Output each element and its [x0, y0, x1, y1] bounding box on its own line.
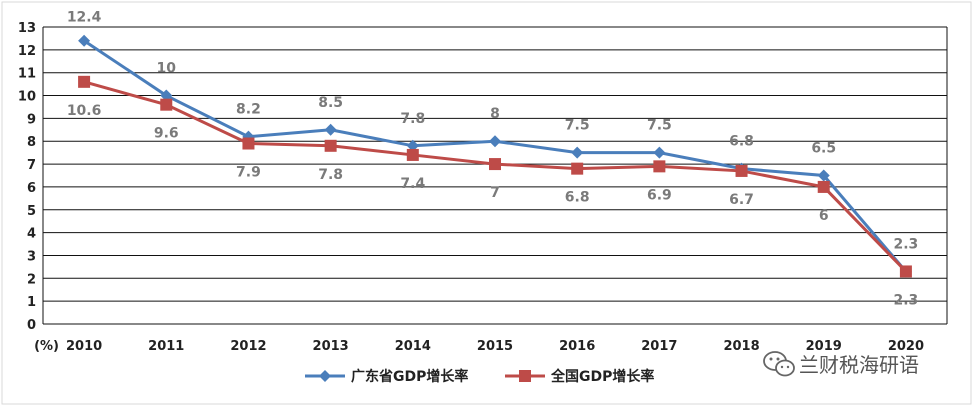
series-2-labels: 10.6 9.6 7.9 7.8 7.4 7 6.8 6.9 6.7 6 2.3 [67, 103, 918, 309]
data-label: 6.7 [729, 192, 754, 208]
data-point [653, 146, 666, 159]
y-tick-label: 13 [18, 21, 36, 36]
data-label: 6.8 [729, 134, 754, 150]
data-point [406, 148, 419, 161]
y-tick-label: 11 [18, 67, 36, 82]
x-tick-label: 2020 [888, 339, 924, 354]
x-tick-label: 2010 [66, 339, 102, 354]
data-label: 7.4 [400, 176, 425, 192]
x-tick-label: 2011 [148, 339, 184, 354]
data-point [653, 160, 666, 173]
data-label: 2.3 [894, 236, 919, 252]
x-tick-label: 2015 [477, 339, 513, 354]
y-tick-label: 1 [27, 295, 36, 310]
data-label: 8 [490, 106, 500, 122]
data-point [735, 164, 748, 177]
y-tick-label: 5 [27, 204, 36, 219]
y-tick-label: 12 [18, 44, 36, 59]
data-label: 7.8 [400, 111, 425, 127]
data-point [324, 123, 337, 136]
x-tick-labels: 2010 2011 2012 2013 2014 2015 2016 2017 2018 2019… [66, 339, 924, 354]
x-tick-label: 2013 [313, 339, 349, 354]
legend-item-2: 全国GDP增长率 [505, 368, 654, 385]
legend-marker [319, 370, 331, 382]
data-label: 6.9 [647, 187, 672, 203]
data-label: 6.5 [811, 141, 836, 157]
data-point [78, 34, 91, 47]
wechat-icon [763, 351, 795, 377]
data-label: 8.5 [318, 95, 343, 111]
data-point [489, 158, 501, 171]
data-point [160, 89, 173, 102]
data-label: 10.6 [67, 103, 102, 119]
data-point [160, 98, 173, 111]
data-label: 2.3 [894, 292, 919, 308]
legend-label: 广东省GDP增长率 [351, 368, 468, 385]
data-point [489, 135, 501, 148]
x-tick-label: 2014 [395, 339, 431, 354]
unit-label: (%) [34, 339, 59, 354]
y-tick-label: 9 [27, 112, 36, 127]
data-point [324, 139, 337, 152]
watermark: 兰财税海研语 [763, 351, 919, 377]
x-tick-label: 2019 [806, 339, 842, 354]
data-point [899, 265, 912, 278]
data-label: 10 [157, 61, 177, 77]
y-tick-label: 4 [27, 227, 36, 242]
x-tick-label: 2018 [723, 339, 759, 354]
y-tick-label: 7 [27, 158, 36, 173]
x-tick-label: 2016 [559, 339, 595, 354]
data-point [571, 146, 584, 159]
legend-item-1: 广东省GDP增长率 [305, 368, 468, 385]
data-label: 6 [819, 208, 829, 224]
y-tick-label: 0 [27, 318, 36, 333]
data-point [817, 180, 830, 193]
legend: 广东省GDP增长率 全国GDP增长率 [305, 368, 654, 385]
legend-label: 全国GDP增长率 [550, 368, 654, 385]
y-tick-label: 2 [27, 272, 36, 287]
data-label: 7 [490, 185, 500, 201]
series-2 [78, 75, 912, 278]
data-label: 9.6 [154, 126, 179, 142]
y-tick-label: 3 [27, 249, 36, 264]
series-group: 12.4 10 8.2 8.5 7.8 8 7.5 7.5 6.8 6.5 2.3 10.6 9.6 7.… [67, 10, 918, 309]
data-point [242, 137, 255, 150]
data-label: 12.4 [67, 10, 102, 26]
series-1-labels: 12.4 10 8.2 8.5 7.8 8 7.5 7.5 6.8 6.5 2.3 [67, 10, 918, 253]
data-label: 8.2 [236, 102, 261, 118]
legend-marker [519, 370, 531, 382]
data-point [78, 75, 91, 88]
data-point [406, 139, 419, 152]
data-label: 7.9 [236, 165, 261, 181]
data-label: 6.8 [565, 190, 590, 206]
data-point [817, 169, 830, 182]
x-tick-label: 2012 [230, 339, 266, 354]
y-tick-label: 6 [27, 181, 36, 196]
data-label: 7.5 [647, 118, 672, 134]
watermark-text: 兰财税海研语 [799, 353, 919, 377]
data-label: 7.5 [565, 118, 590, 134]
x-tick-label: 2017 [641, 339, 677, 354]
y-tick-label: 8 [27, 135, 36, 150]
y-tick-label: 10 [18, 90, 36, 105]
data-label: 7.8 [318, 167, 343, 183]
data-point [571, 162, 584, 175]
